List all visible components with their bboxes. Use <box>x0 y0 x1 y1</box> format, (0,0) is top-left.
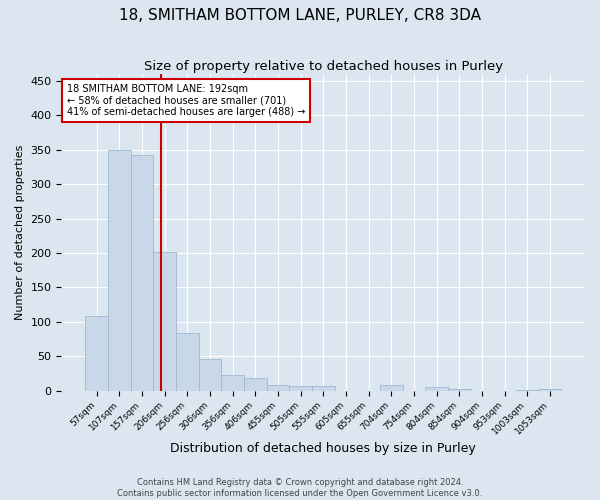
Bar <box>199 359 221 390</box>
Text: 18 SMITHAM BOTTOM LANE: 192sqm
← 58% of detached houses are smaller (701)
41% of: 18 SMITHAM BOTTOM LANE: 192sqm ← 58% of … <box>67 84 305 117</box>
Bar <box>85 316 108 390</box>
Bar <box>131 156 153 390</box>
Bar <box>539 389 561 390</box>
Text: 18, SMITHAM BOTTOM LANE, PURLEY, CR8 3DA: 18, SMITHAM BOTTOM LANE, PURLEY, CR8 3DA <box>119 8 481 22</box>
Bar <box>153 252 176 390</box>
Bar <box>289 386 312 390</box>
X-axis label: Distribution of detached houses by size in Purley: Distribution of detached houses by size … <box>170 442 476 455</box>
Bar <box>425 387 448 390</box>
Bar <box>108 150 131 390</box>
Text: Contains HM Land Registry data © Crown copyright and database right 2024.
Contai: Contains HM Land Registry data © Crown c… <box>118 478 482 498</box>
Bar <box>266 385 289 390</box>
Title: Size of property relative to detached houses in Purley: Size of property relative to detached ho… <box>143 60 503 73</box>
Bar <box>312 386 335 390</box>
Bar <box>244 378 266 390</box>
Bar <box>448 388 470 390</box>
Y-axis label: Number of detached properties: Number of detached properties <box>15 144 25 320</box>
Bar <box>380 385 403 390</box>
Bar <box>176 334 199 390</box>
Bar <box>221 376 244 390</box>
